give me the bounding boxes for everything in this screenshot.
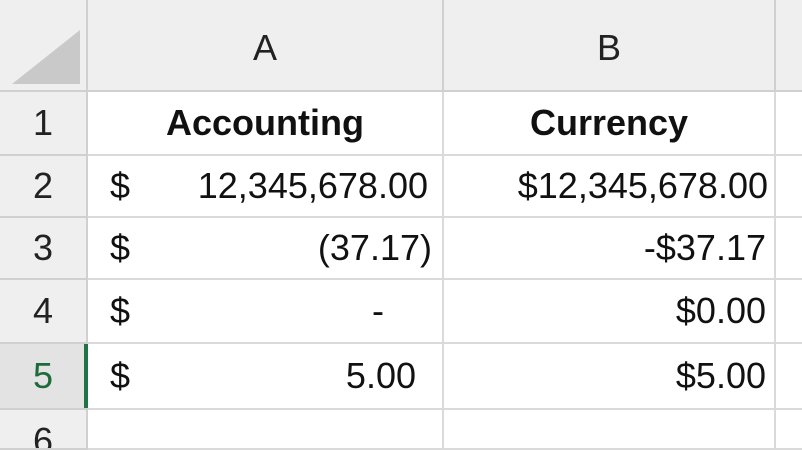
cell-b3[interactable]: -$37.17 xyxy=(444,218,776,280)
cell-c2[interactable] xyxy=(776,156,802,218)
column-header-a[interactable]: A xyxy=(88,0,444,92)
accounting-value: - xyxy=(372,290,384,331)
accounting-value: 5.00 xyxy=(345,355,416,396)
cell-b4[interactable]: $0.00 xyxy=(444,280,776,344)
column-header-b[interactable]: B xyxy=(444,0,776,92)
row-header-5[interactable]: 5 xyxy=(0,344,88,410)
cell-b6[interactable] xyxy=(444,410,776,450)
currency-symbol: $ xyxy=(110,227,131,268)
currency-symbol: $ xyxy=(110,165,131,206)
row-header-4[interactable]: 4 xyxy=(0,280,88,344)
cell-b2[interactable]: $12,345,678.00 xyxy=(444,156,776,218)
cell-b1[interactable]: Currency xyxy=(444,92,776,156)
cell-c6[interactable] xyxy=(776,410,802,450)
cell-a4[interactable]: $ - xyxy=(88,280,444,344)
cell-c3[interactable] xyxy=(776,218,802,280)
currency-symbol: $ xyxy=(110,290,131,331)
row-header-2[interactable]: 2 xyxy=(0,156,88,218)
row-header-1[interactable]: 1 xyxy=(0,92,88,156)
cell-c1[interactable] xyxy=(776,92,802,156)
select-all-triangle-icon xyxy=(12,30,80,84)
selection-indicator xyxy=(84,344,88,408)
cell-b5[interactable]: $5.00 xyxy=(444,344,776,410)
currency-symbol: $ xyxy=(110,355,131,396)
select-all-corner[interactable] xyxy=(0,0,88,92)
cell-a5[interactable]: $ 5.00 xyxy=(88,344,444,410)
cell-c4[interactable] xyxy=(776,280,802,344)
cell-a2[interactable]: $ 12,345,678.00 xyxy=(88,156,444,218)
cell-a3[interactable]: $ (37.17) xyxy=(88,218,444,280)
cell-c5[interactable] xyxy=(776,344,802,410)
accounting-value: (37.17) xyxy=(317,227,432,268)
column-header-c[interactable] xyxy=(776,0,802,92)
cell-a1[interactable]: Accounting xyxy=(88,92,444,156)
cell-a6[interactable] xyxy=(88,410,444,450)
row-number: 5 xyxy=(32,355,54,396)
row-header-3[interactable]: 3 xyxy=(0,218,88,280)
accounting-value: 12,345,678.00 xyxy=(197,165,428,206)
row-header-6[interactable]: 6 xyxy=(0,410,88,450)
